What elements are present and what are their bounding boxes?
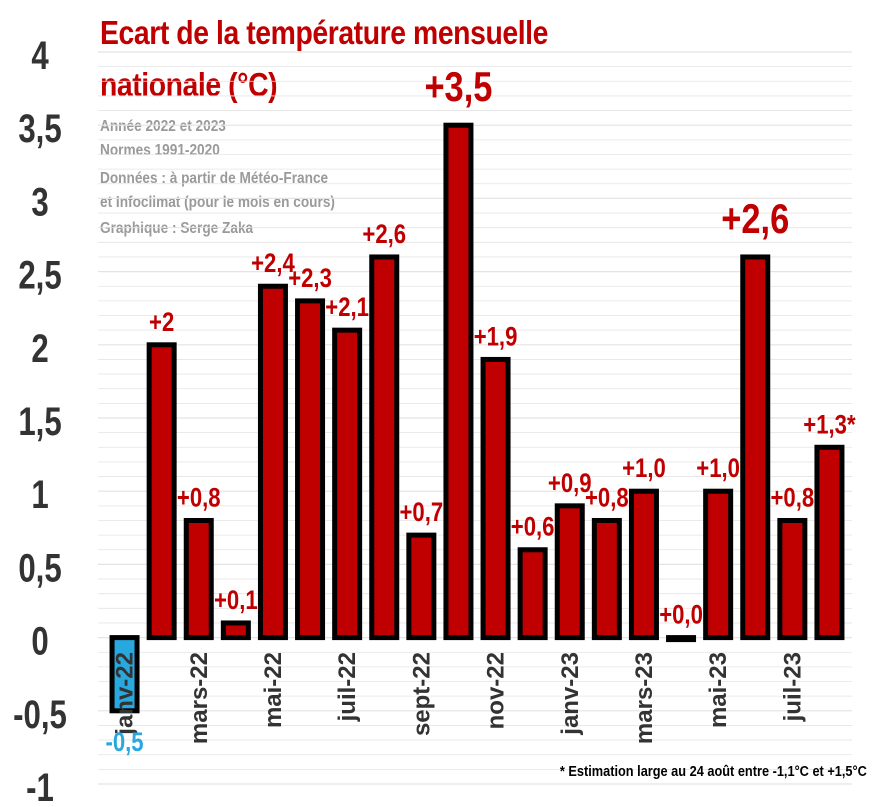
bar: [517, 547, 548, 641]
x-axis-tick-labels: janv-22 mars-22 mai-22 juil-22 sept-22 nov-22…: [112, 652, 807, 744]
bar: [406, 532, 437, 641]
data-label: +1,3*: [803, 410, 856, 440]
x-tick-label: mars-23: [631, 652, 658, 744]
data-label: +0,8: [771, 484, 815, 514]
bar: [740, 254, 771, 641]
data-label: +3,5: [424, 64, 492, 111]
x-tick-label: janv-23: [557, 652, 584, 736]
y-tick-label: 2: [31, 326, 48, 371]
data-label: +2,4: [251, 249, 295, 279]
bar: [109, 635, 140, 714]
chart-title-line-1: Ecart de la température mensuelle: [100, 14, 548, 51]
y-tick-label: 3,5: [18, 107, 61, 152]
bar: [703, 488, 734, 641]
y-tick-label: 0,5: [18, 546, 61, 591]
bar: [554, 503, 585, 641]
y-tick-label: -0,5: [13, 692, 67, 737]
data-label: -0,5: [105, 728, 143, 758]
data-label: +0,8: [177, 484, 221, 514]
bar: [332, 327, 363, 641]
bar: [777, 517, 808, 641]
x-tick-label: mai-22: [260, 652, 287, 728]
y-axis-tick-labels: 4 3,5 3 2,5 2 1,5 1 0,5 0 -0,5 -1: [13, 33, 67, 807]
y-tick-label: 1: [31, 473, 48, 518]
x-tick-label: juil-23: [779, 652, 806, 722]
x-tick-label: janv-22: [112, 652, 139, 736]
y-tick-label: 3: [31, 180, 48, 225]
bar: [220, 620, 251, 641]
y-tick-label: 4: [31, 33, 48, 78]
bar: [183, 517, 214, 641]
data-label: +0,0: [659, 601, 703, 631]
bar: [443, 122, 474, 641]
x-tick-label: mai-23: [705, 652, 732, 728]
x-tick-label: nov-22: [483, 652, 510, 729]
data-label: +2,1: [325, 293, 369, 323]
x-tick-label: mars-22: [186, 652, 213, 744]
bar: [591, 517, 622, 641]
subtitle-author: Graphique : Serge Zaka: [100, 220, 254, 237]
data-label: +1,9: [474, 322, 518, 352]
bar: [666, 635, 697, 643]
data-label: +2,3: [288, 264, 332, 294]
subtitle-source: Données : à partir de Météo-France: [100, 170, 329, 187]
bar: [628, 488, 659, 641]
footnote: * Estimation large au 24 août entre -1,1…: [560, 764, 867, 780]
y-tick-label: -1: [26, 765, 54, 807]
y-tick-label: 0: [31, 619, 48, 664]
data-label: +0,7: [400, 498, 444, 528]
data-label: +2: [149, 308, 174, 338]
bar: [480, 356, 511, 641]
x-tick-label: juil-22: [334, 652, 361, 722]
bar: [814, 444, 845, 641]
data-label: +1,0: [622, 454, 666, 484]
bar: [369, 254, 400, 641]
data-label: +2,6: [362, 220, 406, 250]
subtitle-year: Année 2022 et 2023: [100, 118, 226, 135]
bar: [257, 283, 288, 641]
chart-title-line-2: nationale (°C): [100, 66, 278, 103]
x-tick-label: sept-22: [408, 652, 435, 736]
bar: [295, 298, 326, 641]
data-label: +0,8: [585, 484, 629, 514]
data-labels: -0,5 +2 +0,8 +0,1 +2,4+2,3+2,1 +2,6 +0,7 +3,5 +1…: [105, 64, 855, 757]
data-label: +1,0: [696, 454, 740, 484]
data-label: +0,1: [214, 586, 258, 616]
data-label: +2,6: [721, 196, 789, 243]
data-label: +0,6: [511, 513, 555, 543]
y-tick-label: 2,5: [18, 253, 61, 298]
bars: [109, 122, 845, 714]
y-tick-label: 1,5: [18, 399, 61, 444]
data-label: +0,9: [548, 469, 592, 499]
bar: [146, 342, 177, 641]
